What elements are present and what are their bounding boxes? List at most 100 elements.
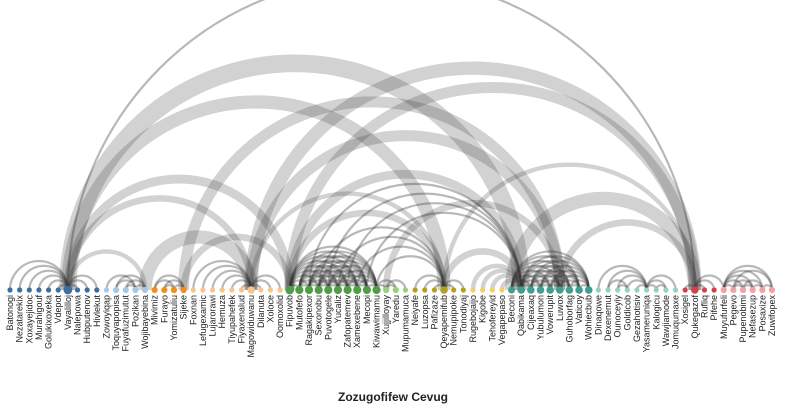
- node-dot: [7, 287, 13, 293]
- node-label: Vayalilloj: [63, 295, 73, 330]
- node-dot: [508, 286, 516, 294]
- node-dot: [470, 287, 476, 293]
- node-label: Mupumamuca: [400, 295, 410, 352]
- node-dot: [653, 287, 659, 293]
- arc-link: [153, 279, 176, 291]
- arc-link: [286, 209, 448, 291]
- node-dot: [26, 287, 32, 293]
- arc-link: [298, 264, 349, 291]
- arc-link: [470, 263, 524, 291]
- node-label: Ragakipexor: [304, 295, 314, 346]
- arc-link: [556, 219, 699, 291]
- node-dot: [258, 287, 264, 293]
- node-dot: [314, 285, 323, 295]
- node-label: Qeyapemifub: [439, 295, 449, 349]
- node-dot: [555, 286, 564, 294]
- node-dot: [480, 287, 486, 293]
- node-dot: [595, 287, 601, 293]
- node-label: Guhoborfag: [564, 295, 574, 343]
- node-label: Kigobe: [478, 295, 488, 323]
- node-label: Wawjiamode: [661, 295, 671, 346]
- arc-link: [298, 274, 330, 291]
- node-label: Batonogi: [5, 295, 15, 331]
- arc-link: [520, 264, 571, 291]
- node-label: Dilanuta: [256, 295, 266, 328]
- node-label: Nemupipoke: [449, 295, 459, 346]
- node-dot: [749, 286, 756, 294]
- arc-link: [327, 269, 368, 291]
- node-label: Toquyapopisa: [111, 295, 121, 351]
- node-dot: [324, 285, 333, 295]
- node-dot: [383, 286, 390, 294]
- arc-link: [382, 200, 564, 291]
- node-label: Murahigouf: [34, 295, 44, 341]
- arc-link: [153, 274, 185, 291]
- arc-link: [288, 269, 330, 291]
- arc-link: [529, 274, 561, 291]
- node-label: Tiyupahefek: [227, 295, 237, 344]
- arc-link: [504, 192, 702, 291]
- node-dot: [575, 286, 583, 294]
- node-label: Wohiecbub: [584, 295, 594, 340]
- node-dot: [527, 286, 535, 294]
- node-dot: [238, 287, 245, 293]
- arc-link: [317, 264, 368, 291]
- node-label: Ounoceyiy: [613, 295, 623, 338]
- node-label: Dinaqowe: [593, 295, 603, 335]
- arc-link: [346, 274, 378, 291]
- node-label: Xoxayejidoc: [24, 295, 34, 344]
- node-label: Zuwifopex: [767, 295, 777, 337]
- node-dot: [74, 287, 81, 293]
- node-dot: [94, 287, 100, 293]
- arc-link: [298, 269, 340, 291]
- arc-link: [317, 274, 349, 291]
- arc-link: [510, 265, 561, 291]
- arc-link: [722, 269, 764, 291]
- arc-link: [250, 274, 282, 291]
- node-label: Sexonobu: [314, 295, 324, 336]
- nodes-layer: [7, 285, 776, 295]
- node-label: Mivimiz: [150, 295, 160, 325]
- arc-link: [365, 211, 523, 291]
- arc-link: [66, 274, 98, 291]
- arc-link: [529, 269, 571, 291]
- arc-link: [741, 279, 764, 291]
- arc-link: [37, 274, 69, 291]
- node-dot: [451, 287, 457, 293]
- node-label: Goldicob: [622, 295, 632, 331]
- arc-link: [317, 226, 446, 291]
- arc-link: [244, 61, 702, 291]
- arc-link: [539, 269, 581, 291]
- node-label: Xoloce: [265, 295, 275, 323]
- node-dot: [701, 287, 708, 293]
- arc-link: [18, 264, 69, 291]
- node-label: Yasameruniqa: [642, 295, 652, 352]
- node-dot: [170, 286, 178, 294]
- arc-link: [66, 0, 696, 291]
- node-label: Sijeke: [179, 295, 189, 320]
- chart-title: Zozugofifew Cevug: [338, 390, 448, 404]
- node-label: Fiyaxenalud: [236, 295, 246, 344]
- arc-link: [327, 264, 378, 291]
- arc-link: [606, 269, 648, 291]
- arc-link: [288, 250, 368, 291]
- node-label: Nezatarekix: [15, 295, 25, 343]
- node-label: Pupenobimi: [738, 295, 748, 343]
- node-dot: [440, 286, 448, 294]
- node-label: Fuyafuzimutut: [121, 295, 131, 352]
- node-dot: [412, 287, 418, 293]
- node-dot: [605, 287, 611, 293]
- arc-link: [616, 274, 648, 291]
- arc-link: [336, 235, 446, 291]
- arc-link: [549, 269, 590, 291]
- node-label: Mecopi: [362, 295, 372, 324]
- node-label: Fipuvob: [285, 295, 295, 327]
- node-dot: [372, 285, 381, 295]
- node-dot: [634, 287, 640, 293]
- node-label: Rugebojaijo: [468, 295, 478, 343]
- arc-link: [307, 274, 340, 291]
- node-label: Hemuza: [217, 295, 227, 329]
- arc-link: [61, 95, 451, 291]
- node-label: Yucaliz: [333, 295, 343, 324]
- arc-link: [327, 192, 523, 291]
